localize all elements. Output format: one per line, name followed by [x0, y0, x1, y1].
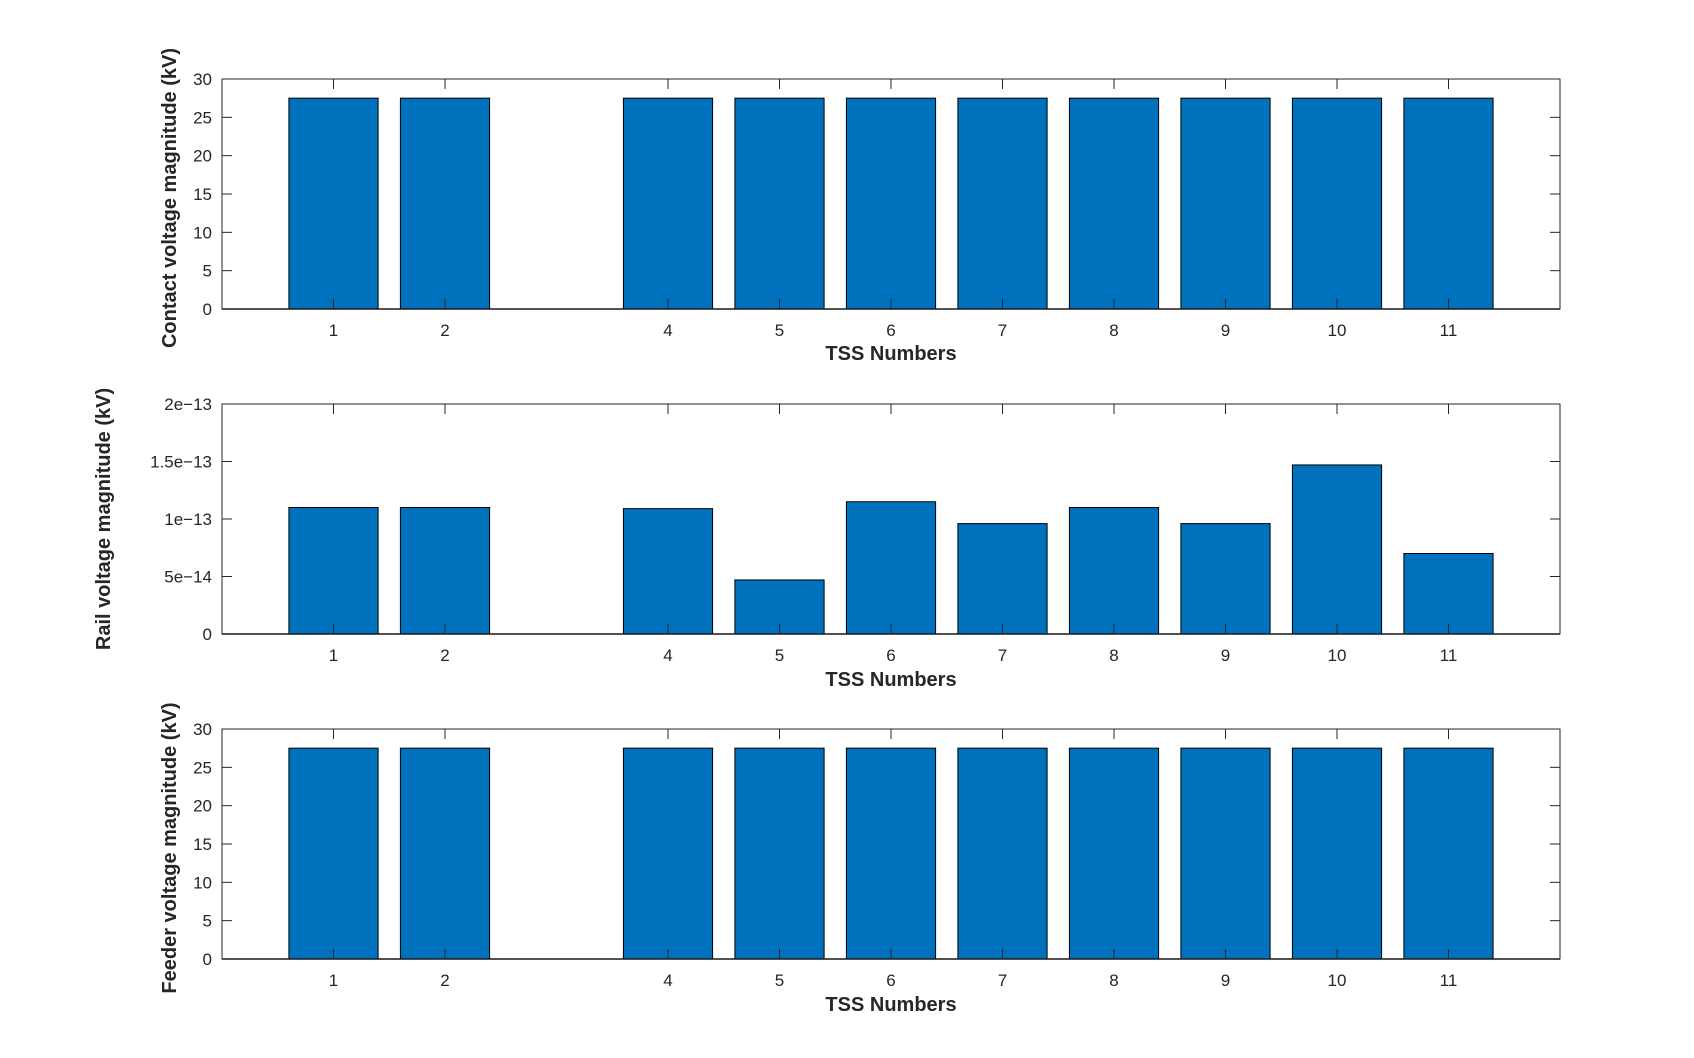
x-tick-label: 10: [1328, 646, 1347, 665]
x-tick-label: 9: [1221, 971, 1230, 990]
x-tick-label: 5: [775, 971, 784, 990]
x-tick-label: 11: [1440, 971, 1458, 990]
bar: [1068, 97, 1160, 310]
y-tick-label: 1.5e−13: [150, 453, 212, 472]
x-tick-label: 11: [1440, 646, 1458, 665]
x-tick-label: 9: [1221, 321, 1230, 340]
bar: [1403, 97, 1494, 310]
bar: [1180, 523, 1271, 635]
bar: [1068, 747, 1160, 960]
x-tick-label: 8: [1109, 646, 1118, 665]
bar: [845, 97, 937, 310]
bar: [845, 747, 937, 960]
bar: [288, 747, 379, 960]
bar: [1403, 747, 1494, 960]
bar: [1180, 747, 1271, 960]
bar: [399, 97, 491, 310]
x-tick-label: 6: [886, 321, 895, 340]
bar: [622, 97, 714, 310]
x-tick-label: 8: [1109, 971, 1118, 990]
y-tick-label: 15: [193, 185, 212, 204]
bar: [288, 97, 379, 310]
x-tick-label: 10: [1328, 321, 1347, 340]
chart-panel-3: 1 2 4 5 6 7 8 9 10 11 0 5 10 15 20 25 30 TSS Numbers Feede…: [159, 702, 1561, 1016]
bar: [622, 508, 714, 635]
bar: [845, 501, 937, 635]
y-tick-label: 0: [203, 300, 212, 319]
y-tick-label: 0: [203, 950, 212, 969]
y-tick-label: 25: [193, 758, 212, 777]
x-tick-label: 7: [998, 646, 1007, 665]
y-tick-label: 2e−13: [164, 395, 212, 414]
y-tick-label: 30: [193, 720, 212, 739]
x-tick-label: 1: [329, 971, 338, 990]
x-axis-title: TSS Numbers: [825, 994, 956, 1016]
x-tick-label: 2: [440, 971, 449, 990]
x-tick-label: 5: [775, 646, 784, 665]
x-tick-label: 2: [440, 321, 449, 340]
bar: [622, 747, 714, 960]
x-tick-label: 7: [998, 971, 1007, 990]
y-axis-title: Feeder voltage magnitude (kV): [159, 702, 181, 993]
bar: [957, 747, 1048, 960]
bar: [399, 747, 491, 960]
x-tick-label: 2: [440, 646, 449, 665]
bar: [1403, 553, 1494, 635]
x-axis-title: TSS Numbers: [825, 343, 956, 365]
y-tick-label: 1e−13: [164, 510, 212, 529]
x-tick-label: 5: [775, 321, 784, 340]
bar: [734, 97, 825, 310]
y-axis-title: Rail voltage magnitude (kV): [93, 388, 115, 650]
x-tick-label: 8: [1109, 321, 1118, 340]
y-tick-label: 0: [203, 625, 212, 644]
y-tick-label: 5: [203, 262, 212, 281]
x-axis-title: TSS Numbers: [825, 669, 956, 691]
bar: [1291, 97, 1383, 310]
y-axis-title: Contact voltage magnitude (kV): [159, 48, 181, 348]
x-tick-label: 11: [1440, 321, 1458, 340]
x-tick-label: 4: [663, 321, 672, 340]
y-tick-label: 30: [193, 70, 212, 89]
bar: [1291, 747, 1383, 960]
y-tick-label: 25: [193, 108, 212, 127]
y-tick-label: 10: [193, 223, 212, 242]
bar: [734, 747, 825, 960]
x-tick-label: 4: [663, 971, 672, 990]
bar: [399, 507, 491, 635]
bar: [288, 507, 379, 635]
x-tick-label: 6: [886, 971, 895, 990]
y-tick-label: 5: [203, 912, 212, 931]
chart-panel-1: 1 2 4 5 6 7 8 9 10 11 0 5 10 15 20 25 30 TSS Numbers Conta…: [159, 48, 1561, 365]
bar: [957, 523, 1048, 635]
bar: [1068, 507, 1160, 635]
x-tick-label: 1: [329, 646, 338, 665]
y-tick-label: 20: [193, 797, 212, 816]
bar: [1180, 97, 1271, 310]
y-tick-label: 20: [193, 147, 212, 166]
x-tick-label: 1: [329, 321, 338, 340]
y-tick-label: 10: [193, 873, 212, 892]
y-tick-label: 15: [193, 835, 212, 854]
chart-panel-2: 1 2 4 5 6 7 8 9 10 11 0 5e−14 1e−13 1.5e−13 2e−13 TSS N…: [93, 388, 1561, 691]
x-tick-label: 6: [886, 646, 895, 665]
bar: [957, 97, 1048, 310]
x-tick-label: 10: [1328, 971, 1347, 990]
x-tick-label: 7: [998, 321, 1007, 340]
x-tick-label: 9: [1221, 646, 1230, 665]
x-tick-label: 4: [663, 646, 672, 665]
y-tick-label: 5e−14: [164, 568, 212, 587]
bar: [1291, 464, 1383, 635]
